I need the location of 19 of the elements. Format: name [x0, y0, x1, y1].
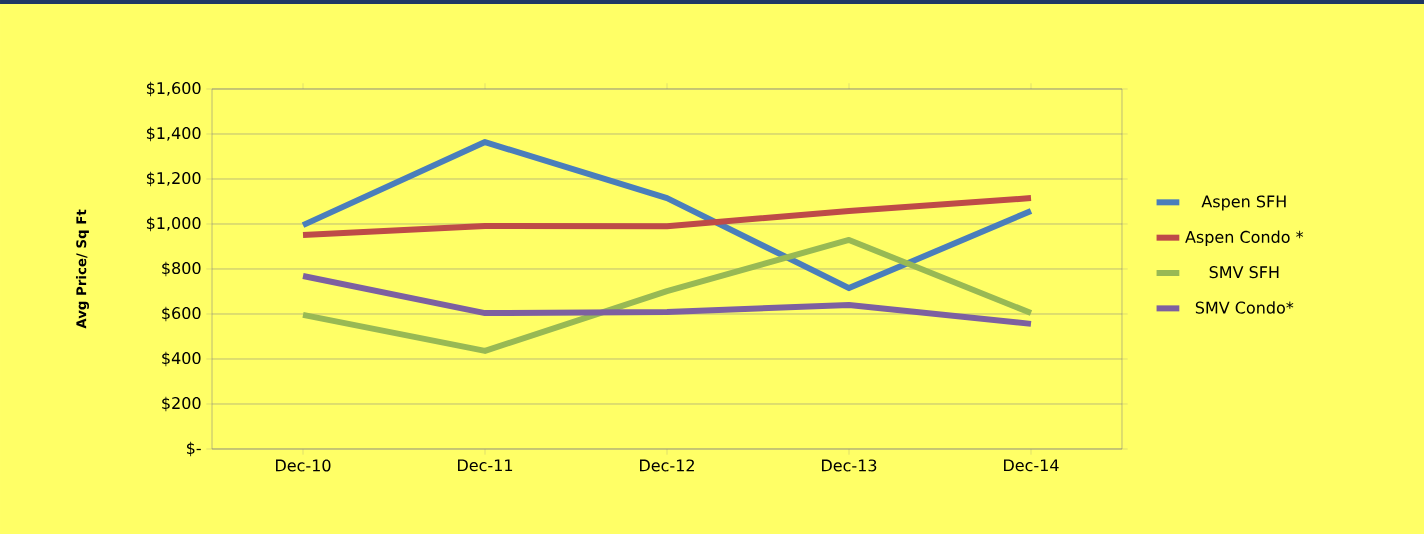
y-tick-label: $600 — [162, 306, 201, 322]
y-tick-label: $- — [186, 441, 201, 457]
x-tick-label: Dec-14 — [1004, 459, 1059, 472]
legend-label: Aspen Condo * — [1185, 230, 1304, 247]
y-tick-label: $1,000 — [146, 216, 201, 232]
legend-label: SMV Condo* — [1195, 301, 1294, 314]
y-tick-label: $400 — [162, 351, 201, 367]
y-tick-label: $1,200 — [146, 171, 201, 187]
x-tick-label: Dec-10 — [276, 459, 331, 472]
y-tick-label: $800 — [162, 261, 201, 277]
y-tick-label: $1,600 — [146, 81, 201, 97]
x-tick-label: Dec-13 — [822, 459, 877, 472]
y-axis-title: Avg Price/ Sq Ft — [75, 209, 90, 329]
x-tick-label: Dec-11 — [458, 459, 513, 472]
x-tick-label: Dec-12 — [640, 459, 694, 472]
legend-label: Aspen SFH — [1201, 195, 1286, 211]
y-tick-label: $1,400 — [146, 126, 201, 142]
y-tick-label: $200 — [162, 396, 201, 412]
legend-label: SMV SFH — [1209, 266, 1279, 279]
